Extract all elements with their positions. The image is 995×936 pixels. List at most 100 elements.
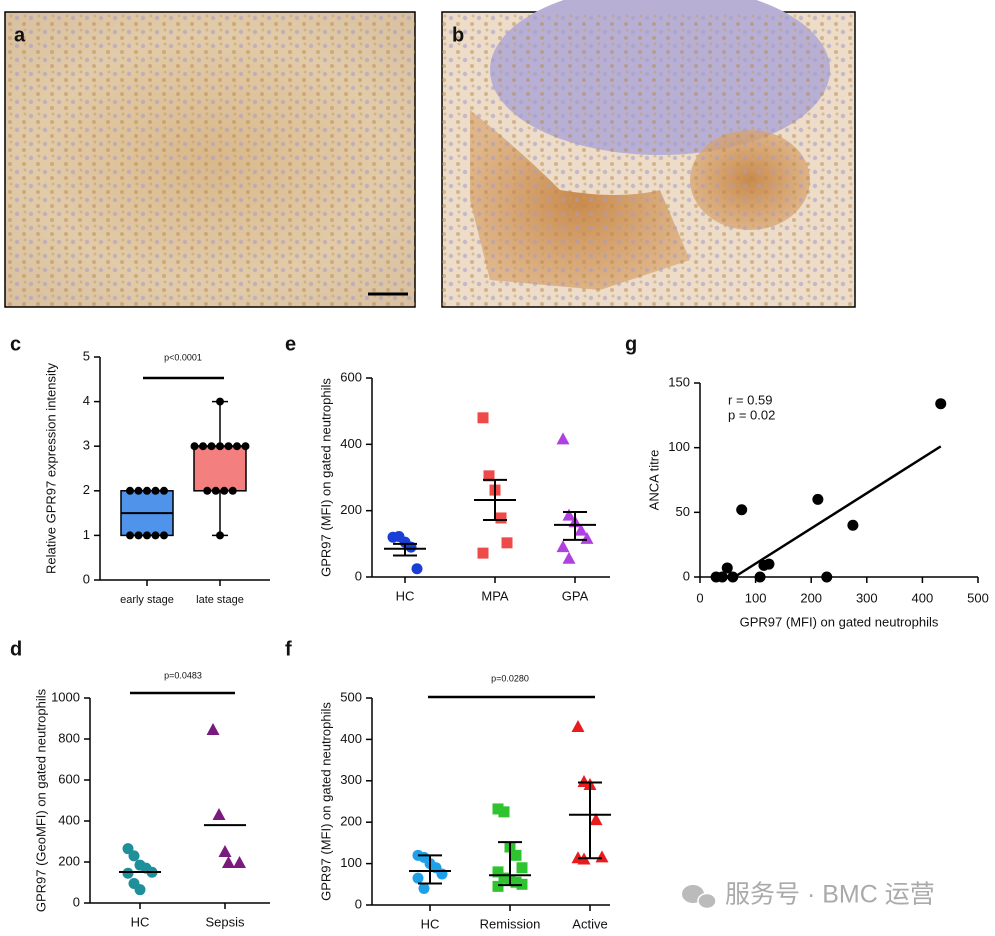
y-tick-label: 100 bbox=[668, 439, 690, 454]
point bbox=[134, 486, 143, 495]
y-tick-label: 600 bbox=[340, 369, 362, 384]
point bbox=[126, 531, 134, 540]
point bbox=[716, 571, 728, 583]
y-tick-label: 500 bbox=[340, 689, 362, 704]
point bbox=[556, 432, 570, 445]
y-tick-label: 0 bbox=[83, 571, 90, 586]
point bbox=[595, 850, 609, 863]
point bbox=[233, 856, 246, 869]
x-tick-label: Remission bbox=[480, 916, 541, 931]
point bbox=[220, 486, 229, 495]
point bbox=[418, 882, 430, 894]
point bbox=[199, 442, 207, 451]
y-tick-label: 200 bbox=[340, 814, 362, 829]
image-b: b bbox=[441, 0, 856, 308]
point bbox=[211, 486, 220, 495]
point bbox=[160, 486, 168, 495]
y-axis-label: GPR97 (MFI) on gated neutrophils bbox=[318, 378, 333, 577]
point bbox=[498, 806, 510, 818]
point bbox=[212, 808, 226, 821]
point bbox=[228, 486, 237, 495]
y-tick-label: 800 bbox=[58, 730, 80, 745]
point bbox=[821, 571, 833, 583]
y-tick-label: 1 bbox=[83, 527, 90, 542]
point bbox=[126, 486, 134, 495]
point bbox=[727, 571, 739, 583]
watermark: 服务号 · BMC 运营 bbox=[682, 881, 935, 910]
y-axis-label: Relative GPR97 expression intensity bbox=[43, 363, 58, 574]
y-tick-label: 0 bbox=[355, 568, 362, 583]
y-tick-label: 150 bbox=[668, 374, 690, 389]
point bbox=[580, 531, 594, 544]
x-tick-label: HC bbox=[396, 588, 415, 603]
x-tick-label: GPA bbox=[562, 588, 589, 603]
y-tick-label: 3 bbox=[83, 438, 90, 453]
y-tick-label: 400 bbox=[340, 731, 362, 746]
y-tick-label: 50 bbox=[676, 504, 690, 519]
point bbox=[143, 531, 151, 540]
point bbox=[495, 512, 507, 524]
point bbox=[847, 519, 859, 531]
point bbox=[206, 722, 220, 735]
point bbox=[477, 547, 489, 559]
point bbox=[812, 493, 824, 505]
point bbox=[754, 571, 766, 583]
panel-label: b bbox=[452, 24, 464, 46]
x-tick-label: 500 bbox=[967, 590, 989, 605]
point bbox=[492, 866, 504, 878]
panel-label: c bbox=[10, 333, 21, 355]
point bbox=[736, 504, 748, 516]
point bbox=[492, 880, 504, 892]
point bbox=[510, 849, 522, 861]
x-tick-label: 400 bbox=[912, 590, 934, 605]
point bbox=[160, 531, 168, 540]
p-value: p=0.0280 bbox=[491, 673, 529, 683]
point bbox=[501, 537, 513, 549]
point bbox=[498, 872, 510, 884]
point bbox=[134, 884, 146, 896]
point bbox=[216, 531, 224, 540]
point bbox=[224, 442, 233, 451]
x-tick-label: MPA bbox=[481, 588, 509, 603]
point bbox=[207, 442, 216, 451]
p-value: p<0.0001 bbox=[164, 352, 202, 362]
y-axis-label: GPR97 (GeoMFI) on gated neutrophils bbox=[33, 688, 48, 912]
y-tick-label: 400 bbox=[340, 436, 362, 451]
point bbox=[510, 876, 522, 888]
y-tick-label: 1000 bbox=[51, 689, 80, 704]
annotation: p = 0.02 bbox=[728, 407, 775, 422]
point bbox=[128, 850, 140, 862]
image-a: a bbox=[4, 11, 416, 308]
point bbox=[721, 562, 733, 574]
y-tick-label: 0 bbox=[683, 568, 690, 583]
y-tick-label: 0 bbox=[73, 894, 80, 909]
y-tick-label: 5 bbox=[83, 348, 90, 363]
y-tick-label: 400 bbox=[58, 812, 80, 827]
point bbox=[151, 486, 160, 495]
x-tick-label: Active bbox=[572, 916, 607, 931]
point bbox=[556, 540, 570, 553]
point bbox=[218, 844, 232, 857]
point bbox=[589, 813, 603, 826]
x-tick-label: HC bbox=[421, 916, 440, 931]
y-tick-label: 4 bbox=[83, 393, 90, 408]
panel-label: e bbox=[285, 333, 296, 355]
point bbox=[562, 551, 576, 564]
point bbox=[492, 803, 504, 815]
x-tick-label: early stage bbox=[120, 594, 174, 606]
panel-label: d bbox=[10, 638, 22, 660]
panel-label: f bbox=[285, 638, 292, 660]
watermark-text: 服务号 · BMC 运营 bbox=[725, 881, 935, 909]
point bbox=[411, 563, 423, 575]
point bbox=[134, 531, 143, 540]
point bbox=[143, 486, 151, 495]
x-tick-label: 100 bbox=[745, 590, 767, 605]
y-tick-label: 600 bbox=[58, 771, 80, 786]
y-tick-label: 200 bbox=[58, 853, 80, 868]
point bbox=[151, 531, 160, 540]
x-tick-label: 0 bbox=[696, 590, 703, 605]
x-tick-label: late stage bbox=[196, 594, 244, 606]
x-tick-label: 200 bbox=[800, 590, 822, 605]
y-tick-label: 2 bbox=[83, 482, 90, 497]
point bbox=[233, 442, 241, 451]
